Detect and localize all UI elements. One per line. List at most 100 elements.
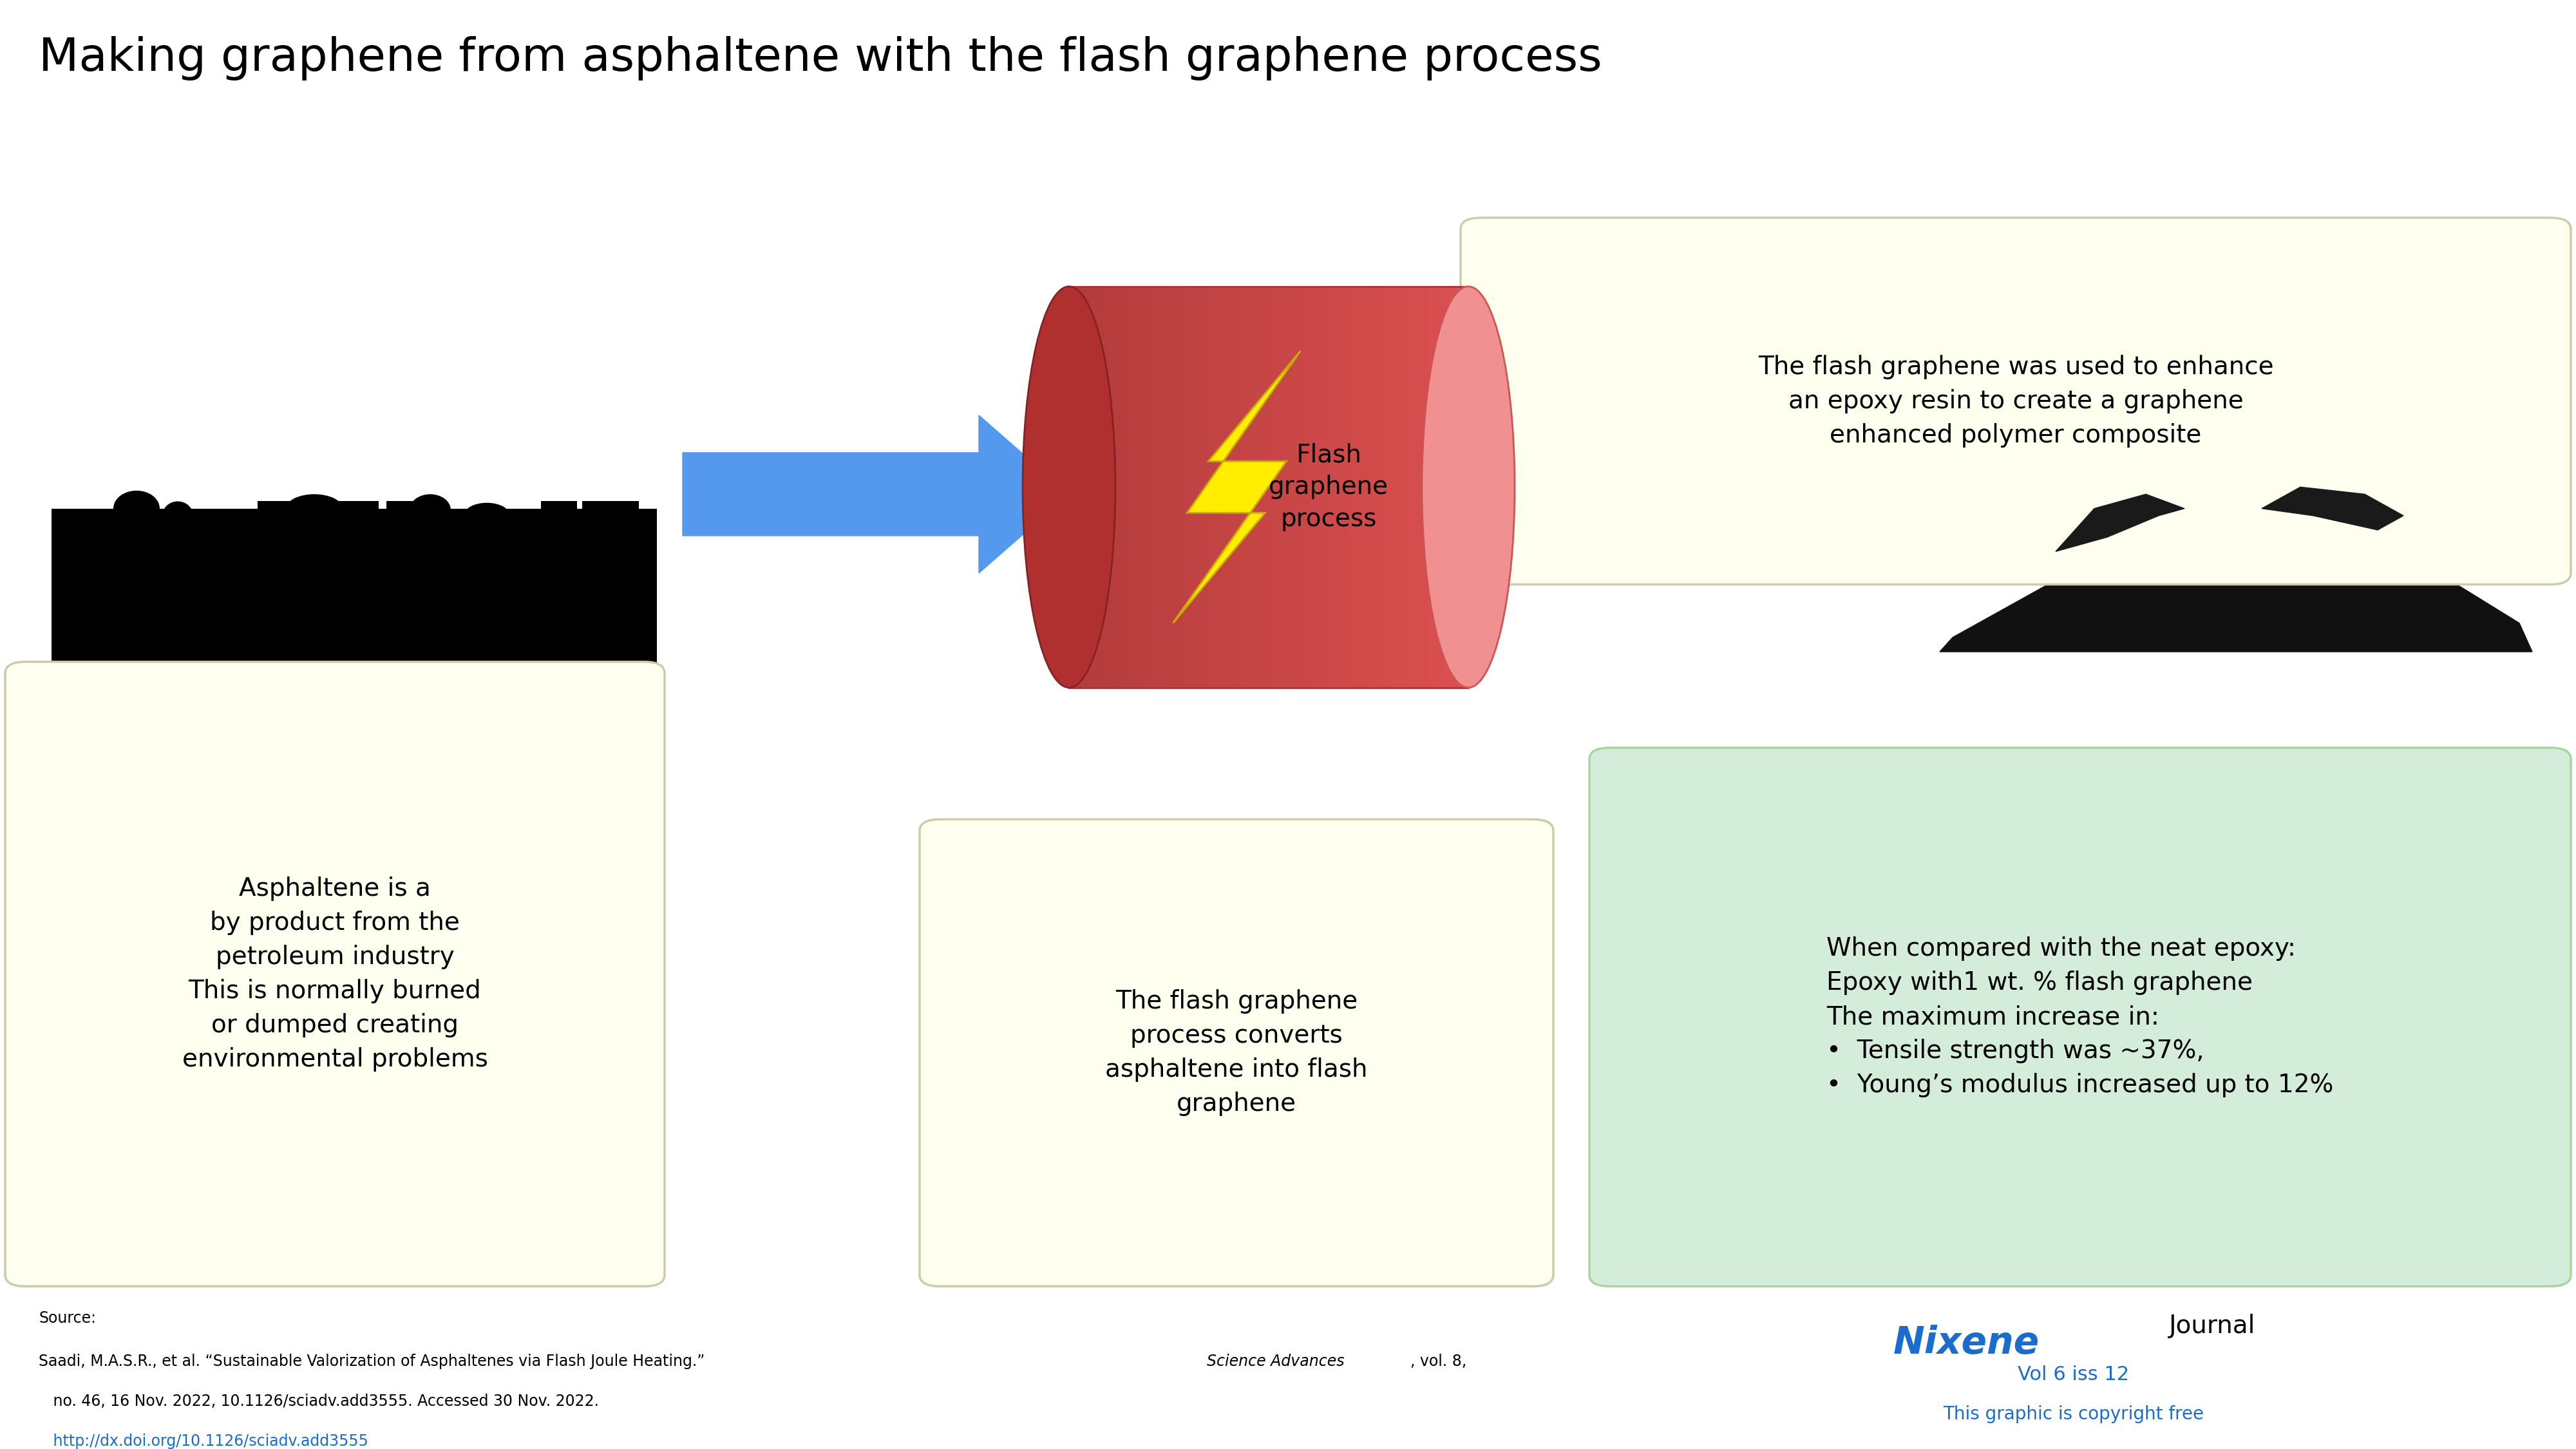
Bar [1077,287,1082,688]
Bar [1461,287,1468,688]
Bar [1162,287,1170,688]
Bar [495,509,536,830]
Bar [1195,287,1203,688]
Polygon shape [2056,494,2184,552]
Bar [1381,287,1388,688]
Text: Flash
graphene
process: Flash graphene process [1267,442,1388,532]
Text: Journal: Journal [2169,1314,2257,1337]
Bar [1334,287,1342,688]
FancyBboxPatch shape [1589,748,2571,1287]
FancyArrow shape [1468,416,1996,574]
Text: Saadi, M.A.S.R., et al. “Sustainable Valorization of Asphaltenes via Flash Joule: Saadi, M.A.S.R., et al. “Sustainable Val… [39,1353,711,1369]
Bar [52,509,657,759]
Bar [1427,287,1435,688]
Text: Science Advances: Science Advances [1206,1353,1345,1369]
Bar [1396,287,1401,688]
Bar [1448,287,1455,688]
Bar [1242,287,1249,688]
Bar [1229,287,1236,688]
Bar [1128,287,1136,688]
Bar [438,509,489,859]
Bar [1262,287,1267,688]
Text: The flash graphene was used to enhance
an epoxy resin to create a graphene
enhan: The flash graphene was used to enhance a… [1757,355,2275,448]
Bar [1208,287,1216,688]
Bar [1275,287,1283,688]
Bar [1103,287,1108,688]
Bar [1249,287,1255,688]
Bar [1267,287,1275,688]
FancyBboxPatch shape [920,819,1553,1287]
Bar [1422,287,1427,688]
Bar [1069,287,1077,688]
Bar [1123,287,1128,688]
Bar [1283,287,1288,688]
Ellipse shape [113,491,160,526]
Text: Nixene: Nixene [1893,1324,2040,1362]
Text: Making graphene from asphaltene with the flash graphene process: Making graphene from asphaltene with the… [39,36,1602,80]
Bar [193,509,250,816]
Bar [1296,287,1301,688]
Bar [1203,287,1208,688]
Text: Vol 6 iss 12: Vol 6 iss 12 [2017,1365,2130,1384]
Bar [1182,287,1188,688]
Bar [1368,287,1376,688]
Bar [90,509,137,888]
Bar [1342,287,1350,688]
Bar [1188,287,1195,688]
Bar [1316,287,1321,688]
Bar [1095,287,1103,688]
Ellipse shape [1422,287,1515,688]
Bar [1216,287,1221,688]
Bar [1136,287,1141,688]
Bar [1363,287,1368,688]
Bar [1115,287,1123,688]
Bar [1321,287,1329,688]
Bar [1141,287,1149,688]
Bar [582,501,639,759]
Bar [1157,287,1162,688]
Bar [258,501,304,788]
FancyArrow shape [683,416,1069,574]
Bar [1388,287,1396,688]
Bar [1082,287,1090,688]
FancyBboxPatch shape [5,662,665,1287]
Polygon shape [2262,487,2403,530]
Bar [52,652,657,759]
Bar [1329,287,1334,688]
Bar [1255,287,1262,688]
Bar [1108,287,1115,688]
Bar [314,501,379,759]
Bar [1175,287,1182,688]
Text: This graphic is copyright free: This graphic is copyright free [1942,1406,2205,1423]
Bar [1236,287,1242,688]
Ellipse shape [410,494,451,526]
Text: no. 46, 16 Nov. 2022, 10.1126/sciadv.add3555. Accessed 30 Nov. 2022.: no. 46, 16 Nov. 2022, 10.1126/sciadv.add… [39,1394,598,1410]
Ellipse shape [286,494,343,523]
Bar [1455,287,1461,688]
Bar [1401,287,1409,688]
Ellipse shape [162,501,193,530]
Text: , vol. 8,: , vol. 8, [1412,1353,1466,1369]
Bar [1309,287,1316,688]
Bar [1409,287,1414,688]
Bar [1435,287,1443,688]
Bar [1149,287,1157,688]
Bar [1221,287,1229,688]
Bar [1355,287,1363,688]
Bar [386,501,433,788]
Text: When compared with the neat epoxy:
Epoxy with1 wt. % flash graphene
The maximum : When compared with the neat epoxy: Epoxy… [1826,936,2334,1097]
FancyBboxPatch shape [1461,217,2571,584]
Bar [1443,287,1448,688]
Text: The flash graphene
process converts
asphaltene into flash
graphene: The flash graphene process converts asph… [1105,990,1368,1116]
Polygon shape [1172,351,1301,623]
Ellipse shape [1023,287,1115,688]
Bar [1301,287,1309,688]
Text: Source:: Source: [39,1311,95,1326]
Ellipse shape [464,503,510,529]
Polygon shape [1940,458,2532,652]
Bar [1376,287,1381,688]
Bar [1090,287,1095,688]
Bar [1414,287,1422,688]
Bar [541,501,577,788]
Bar [1170,287,1175,688]
